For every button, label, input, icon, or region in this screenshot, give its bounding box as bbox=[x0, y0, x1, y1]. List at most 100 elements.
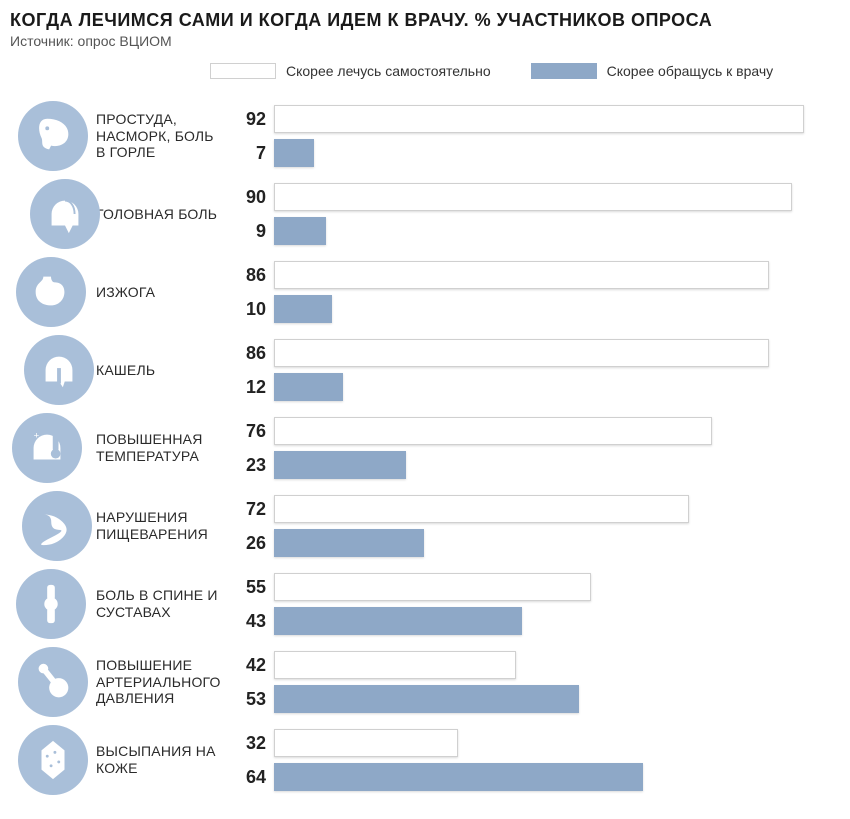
doctor-value: 43 bbox=[226, 611, 274, 632]
self-value: 42 bbox=[226, 655, 274, 676]
self-bar bbox=[274, 105, 804, 133]
legend: Скорее лечусь самостоятельно Скорее обра… bbox=[210, 63, 850, 79]
bars: 86 10 bbox=[226, 261, 850, 323]
doctor-value: 64 bbox=[226, 767, 274, 788]
symptom-label: ВЫСЫПАНИЯ НА КОЖЕ bbox=[96, 743, 226, 777]
symptom-label: НАРУШЕНИЯ ПИЩЕВАРЕНИЯ bbox=[96, 509, 226, 543]
self-value: 72 bbox=[226, 499, 274, 520]
doctor-value: 9 bbox=[226, 221, 274, 242]
throat-icon bbox=[24, 335, 94, 405]
self-bar-line: 32 bbox=[226, 729, 850, 757]
doctor-bar-line: 26 bbox=[226, 529, 850, 557]
bars: 92 7 bbox=[226, 105, 850, 167]
symptom-label: КАШЕЛЬ bbox=[96, 362, 226, 379]
self-value: 92 bbox=[226, 109, 274, 130]
doctor-bar-line: 23 bbox=[226, 451, 850, 479]
doctor-bar bbox=[274, 607, 522, 635]
legend-self-swatch bbox=[210, 63, 276, 79]
bp-icon bbox=[18, 647, 88, 717]
symptom-icon-cell bbox=[10, 725, 96, 795]
source-label: Источник: опрос ВЦИОМ bbox=[10, 33, 850, 49]
self-value: 76 bbox=[226, 421, 274, 442]
doctor-bar-line: 9 bbox=[226, 217, 850, 245]
doctor-value: 53 bbox=[226, 689, 274, 710]
legend-doctor-label: Скорее обращусь к врачу bbox=[607, 63, 774, 79]
doctor-bar-line: 53 bbox=[226, 685, 850, 713]
symptom-label: ИЗЖОГА bbox=[96, 284, 226, 301]
self-value: 32 bbox=[226, 733, 274, 754]
symptom-icon-cell bbox=[10, 179, 96, 249]
symptom-icon-cell bbox=[10, 257, 96, 327]
symptom-icon-cell bbox=[10, 491, 96, 561]
symptom-label: ПОВЫШЕНИЕ АРТЕРИАЛЬНОГО ДАВЛЕНИЯ bbox=[96, 657, 226, 707]
bars: 42 53 bbox=[226, 651, 850, 713]
self-bar-line: 76 bbox=[226, 417, 850, 445]
doctor-bar bbox=[274, 139, 314, 167]
joint-icon bbox=[16, 569, 86, 639]
doctor-bar bbox=[274, 217, 326, 245]
bars: 86 12 bbox=[226, 339, 850, 401]
self-bar bbox=[274, 417, 712, 445]
table-row: ПРОСТУДА, НАСМОРК, БОЛЬ В ГОРЛЕ 92 7 bbox=[10, 97, 850, 175]
table-row: ПОВЫШЕННАЯ ТЕМПЕРАТУРА 76 23 bbox=[10, 409, 850, 487]
legend-doctor-swatch bbox=[531, 63, 597, 79]
symptom-icon-cell bbox=[10, 413, 96, 483]
self-bar-line: 90 bbox=[226, 183, 850, 211]
doctor-bar bbox=[274, 451, 406, 479]
symptom-icon-cell bbox=[10, 335, 96, 405]
symptom-label: ПОВЫШЕННАЯ ТЕМПЕРАТУРА bbox=[96, 431, 226, 465]
table-row: КАШЕЛЬ 86 12 bbox=[10, 331, 850, 409]
symptom-label: ПРОСТУДА, НАСМОРК, БОЛЬ В ГОРЛЕ bbox=[96, 111, 226, 161]
doctor-value: 12 bbox=[226, 377, 274, 398]
self-bar bbox=[274, 651, 516, 679]
doctor-bar bbox=[274, 763, 643, 791]
bars: 72 26 bbox=[226, 495, 850, 557]
bars: 32 64 bbox=[226, 729, 850, 791]
nose-icon bbox=[18, 101, 88, 171]
symptom-label: БОЛЬ В СПИНЕ И СУСТАВАХ bbox=[96, 587, 226, 621]
bars: 55 43 bbox=[226, 573, 850, 635]
self-bar bbox=[274, 183, 792, 211]
legend-self: Скорее лечусь самостоятельно bbox=[210, 63, 491, 79]
brain-icon bbox=[30, 179, 100, 249]
chart-rows: ПРОСТУДА, НАСМОРК, БОЛЬ В ГОРЛЕ 92 7 ГОЛ… bbox=[10, 97, 850, 799]
self-bar bbox=[274, 495, 689, 523]
doctor-bar bbox=[274, 373, 343, 401]
self-bar bbox=[274, 261, 769, 289]
self-bar-line: 86 bbox=[226, 339, 850, 367]
temp-icon bbox=[12, 413, 82, 483]
page-title: КОГДА ЛЕЧИМСЯ САМИ И КОГДА ИДЕМ К ВРАЧУ.… bbox=[10, 10, 850, 31]
symptom-icon-cell bbox=[10, 101, 96, 171]
doctor-bar-line: 64 bbox=[226, 763, 850, 791]
self-value: 55 bbox=[226, 577, 274, 598]
symptom-label: ГОЛОВНАЯ БОЛЬ bbox=[96, 206, 226, 223]
doctor-value: 7 bbox=[226, 143, 274, 164]
table-row: ИЗЖОГА 86 10 bbox=[10, 253, 850, 331]
self-bar bbox=[274, 729, 458, 757]
bars: 90 9 bbox=[226, 183, 850, 245]
table-row: ВЫСЫПАНИЯ НА КОЖЕ 32 64 bbox=[10, 721, 850, 799]
bars: 76 23 bbox=[226, 417, 850, 479]
self-bar-line: 55 bbox=[226, 573, 850, 601]
self-bar-line: 72 bbox=[226, 495, 850, 523]
stomach-icon bbox=[16, 257, 86, 327]
self-bar bbox=[274, 339, 769, 367]
symptom-icon-cell bbox=[10, 647, 96, 717]
doctor-bar bbox=[274, 529, 424, 557]
skin-icon bbox=[18, 725, 88, 795]
doctor-value: 26 bbox=[226, 533, 274, 554]
table-row: БОЛЬ В СПИНЕ И СУСТАВАХ 55 43 bbox=[10, 565, 850, 643]
doctor-bar bbox=[274, 295, 332, 323]
doctor-bar-line: 10 bbox=[226, 295, 850, 323]
legend-doctor: Скорее обращусь к врачу bbox=[531, 63, 774, 79]
doctor-bar-line: 43 bbox=[226, 607, 850, 635]
self-value: 86 bbox=[226, 265, 274, 286]
self-value: 86 bbox=[226, 343, 274, 364]
self-bar-line: 86 bbox=[226, 261, 850, 289]
doctor-bar-line: 7 bbox=[226, 139, 850, 167]
self-bar bbox=[274, 573, 591, 601]
table-row: ПОВЫШЕНИЕ АРТЕРИАЛЬНОГО ДАВЛЕНИЯ 42 53 bbox=[10, 643, 850, 721]
table-row: ГОЛОВНАЯ БОЛЬ 90 9 bbox=[10, 175, 850, 253]
doctor-value: 23 bbox=[226, 455, 274, 476]
self-bar-line: 92 bbox=[226, 105, 850, 133]
